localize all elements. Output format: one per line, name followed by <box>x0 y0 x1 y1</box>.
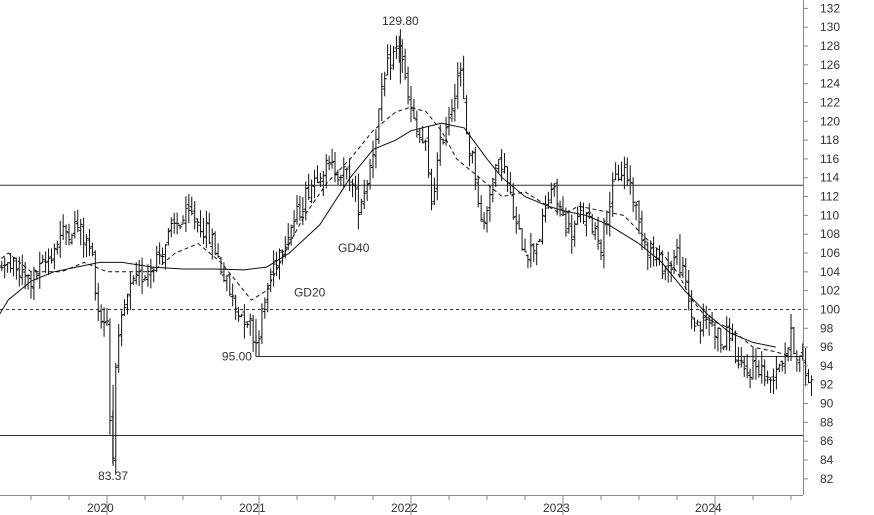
x-tick-label: 2020 <box>87 501 114 515</box>
axes: 82 84 86 88 90 92 94 96 98 100 102 104 106 108 110 112 1… <box>0 0 840 515</box>
horizontal-lines <box>0 184 803 437</box>
series-line-gd20 <box>0 106 792 357</box>
y-tick-label: 104 <box>820 265 840 279</box>
series-label: GD40 <box>338 241 370 255</box>
y-tick-label: 122 <box>820 95 840 109</box>
chart-annotations: GD40 GD20 129.80 95.00 83.37 <box>98 14 419 483</box>
y-tick-label: 96 <box>820 340 834 354</box>
y-tick-label: 120 <box>820 114 840 128</box>
y-tick-label: 86 <box>820 434 834 448</box>
y-tick-label: 88 <box>820 415 834 429</box>
y-tick-label: 112 <box>820 190 839 204</box>
y-tick-label: 94 <box>820 359 834 373</box>
value-annotation: 83.37 <box>98 469 128 483</box>
y-tick-label: 110 <box>820 208 839 222</box>
y-tick-label: 130 <box>820 20 840 34</box>
moving-averages <box>0 106 792 357</box>
y-tick-label: 98 <box>820 321 834 335</box>
x-tick-label: 2024 <box>695 501 722 515</box>
y-tick-label: 108 <box>820 227 840 241</box>
y-tick-label: 132 <box>820 1 840 15</box>
price-bars <box>0 29 814 475</box>
y-tick-label: 90 <box>820 397 834 411</box>
y-tick-label: 116 <box>820 152 839 166</box>
y-tick-label: 114 <box>820 171 839 185</box>
y-tick-label: 102 <box>820 284 840 298</box>
y-tick-label: 100 <box>820 302 840 316</box>
series-line-gd40 <box>0 122 776 348</box>
y-tick-label: 124 <box>820 77 840 91</box>
x-tick-label: 2021 <box>239 501 266 515</box>
x-tick-label: 2022 <box>391 501 418 515</box>
y-tick-label: 106 <box>820 246 840 260</box>
value-annotation: 129.80 <box>382 14 419 28</box>
value-annotation: 95.00 <box>222 349 252 363</box>
x-tick-label: 2023 <box>543 501 570 515</box>
series-label: GD20 <box>294 285 326 299</box>
y-tick-label: 84 <box>820 453 834 467</box>
y-tick-label: 118 <box>820 133 839 147</box>
y-tick-label: 92 <box>820 378 834 392</box>
y-tick-label: 128 <box>820 39 840 53</box>
y-tick-label: 126 <box>820 58 840 72</box>
y-tick-label: 82 <box>820 472 834 486</box>
